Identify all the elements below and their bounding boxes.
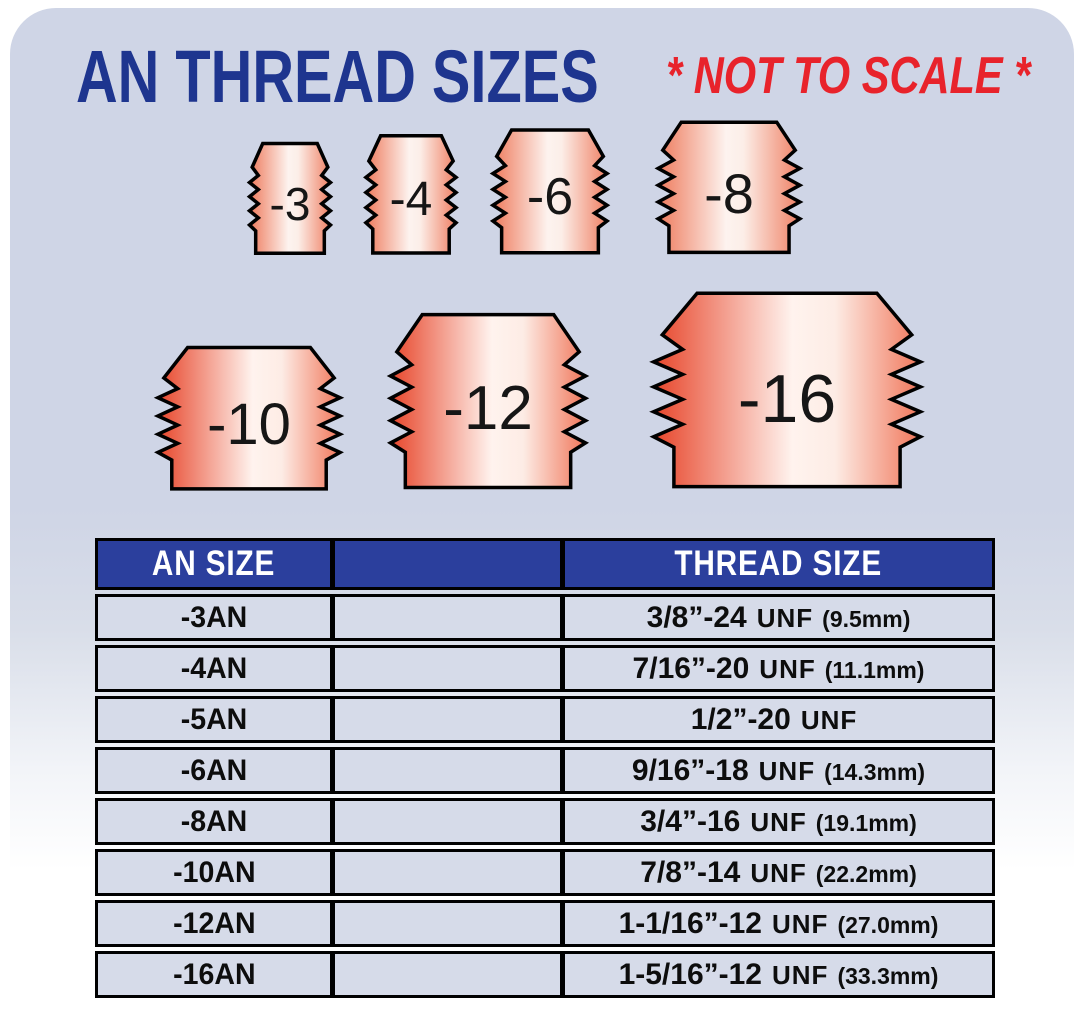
table-header-row: AN SIZE THREAD SIZE (95, 538, 995, 590)
fitting-shape-icon (362, 132, 460, 258)
table-row: -8AN 3/4”-16 UNF (19.1mm) (95, 798, 995, 845)
photo-cell (330, 699, 560, 740)
photo-cell (330, 648, 560, 689)
table-row: -12AN 1-1/16”-12 UNF (27.0mm) (95, 900, 995, 947)
fitting-10an: -10 (150, 343, 348, 495)
thread-size-cell: 9/16”-18 UNF (14.3mm) (560, 750, 992, 791)
an-size-cell: -4AN (180, 651, 248, 685)
an-size-cell: -12AN (172, 906, 256, 940)
thread-size-cell: 7/8”-14 UNF (22.2mm) (560, 852, 992, 893)
fitting-shape-icon (246, 140, 334, 258)
photo-cell (330, 903, 560, 944)
fitting-16an: -16 (642, 287, 932, 495)
an-size-cell: -10AN (172, 855, 256, 889)
fitting-shape-icon (150, 343, 348, 495)
photo-cell (330, 852, 560, 893)
header-an-size: AN SIZE (152, 544, 276, 583)
not-to-scale-note: * NOT TO SCALE * (666, 47, 1031, 105)
page-title: AN THREAD SIZES (76, 35, 599, 118)
fitting-label: -8 (704, 161, 754, 225)
table-row: -3AN 3/8”-24 UNF (9.5mm) (95, 594, 995, 641)
fitting-shape-icon (642, 287, 932, 495)
fitting-label: -10 (207, 392, 291, 458)
an-size-cell: -16AN (172, 957, 256, 991)
fitting-4an: -4 (362, 132, 460, 258)
an-size-cell: -3AN (180, 600, 248, 634)
thread-size-cell: 3/8”-24 UNF (9.5mm) (560, 597, 992, 638)
header-thread-size: THREAD SIZE (560, 541, 992, 587)
fitting-6an: -6 (488, 126, 612, 258)
fitting-label: -6 (526, 168, 574, 227)
an-size-cell: -8AN (180, 804, 248, 838)
fitting-12an: -12 (382, 309, 594, 495)
an-size-cell: -5AN (180, 702, 248, 736)
an-size-cell: -6AN (180, 753, 248, 787)
fitting-label: -4 (389, 173, 433, 227)
thread-size-cell: 1-1/16”-12 UNF (27.0mm) (560, 903, 992, 944)
fitting-3an: -3 (246, 140, 334, 258)
table-row: -4AN 7/16”-20 UNF (11.1mm) (95, 645, 995, 692)
fitting-shape-icon (652, 118, 806, 258)
fitting-label: -16 (737, 361, 837, 438)
thread-size-table: AN SIZE THREAD SIZE -3AN 3/8”-24 UNF (9.5m… (95, 538, 995, 998)
thread-size-cell: 1/2”-20 UNF (560, 699, 992, 740)
thread-size-cell: 1-5/16”-12 UNF (33.3mm) (560, 954, 992, 995)
fitting-shape-icon (382, 309, 594, 495)
table-row: -5AN 1/2”-20 UNF (95, 696, 995, 743)
photo-cell (330, 801, 560, 842)
fitting-8an: -8 (652, 118, 806, 258)
photo-cell (330, 750, 560, 791)
photo-cell (330, 954, 560, 995)
fitting-label: -12 (443, 374, 533, 444)
thread-size-cell: 7/16”-20 UNF (11.1mm) (560, 648, 992, 689)
table-row: -16AN 1-5/16”-12 UNF (33.3mm) (95, 951, 995, 998)
fitting-label: -3 (269, 177, 311, 230)
photo-cell (330, 597, 560, 638)
thread-size-cell: 3/4”-16 UNF (19.1mm) (560, 801, 992, 842)
table-row: -6AN 9/16”-18 UNF (14.3mm) (95, 747, 995, 794)
header-photo-column (330, 541, 560, 587)
fitting-shape-icon (488, 126, 612, 258)
table-row: -10AN 7/8”-14 UNF (22.2mm) (95, 849, 995, 896)
